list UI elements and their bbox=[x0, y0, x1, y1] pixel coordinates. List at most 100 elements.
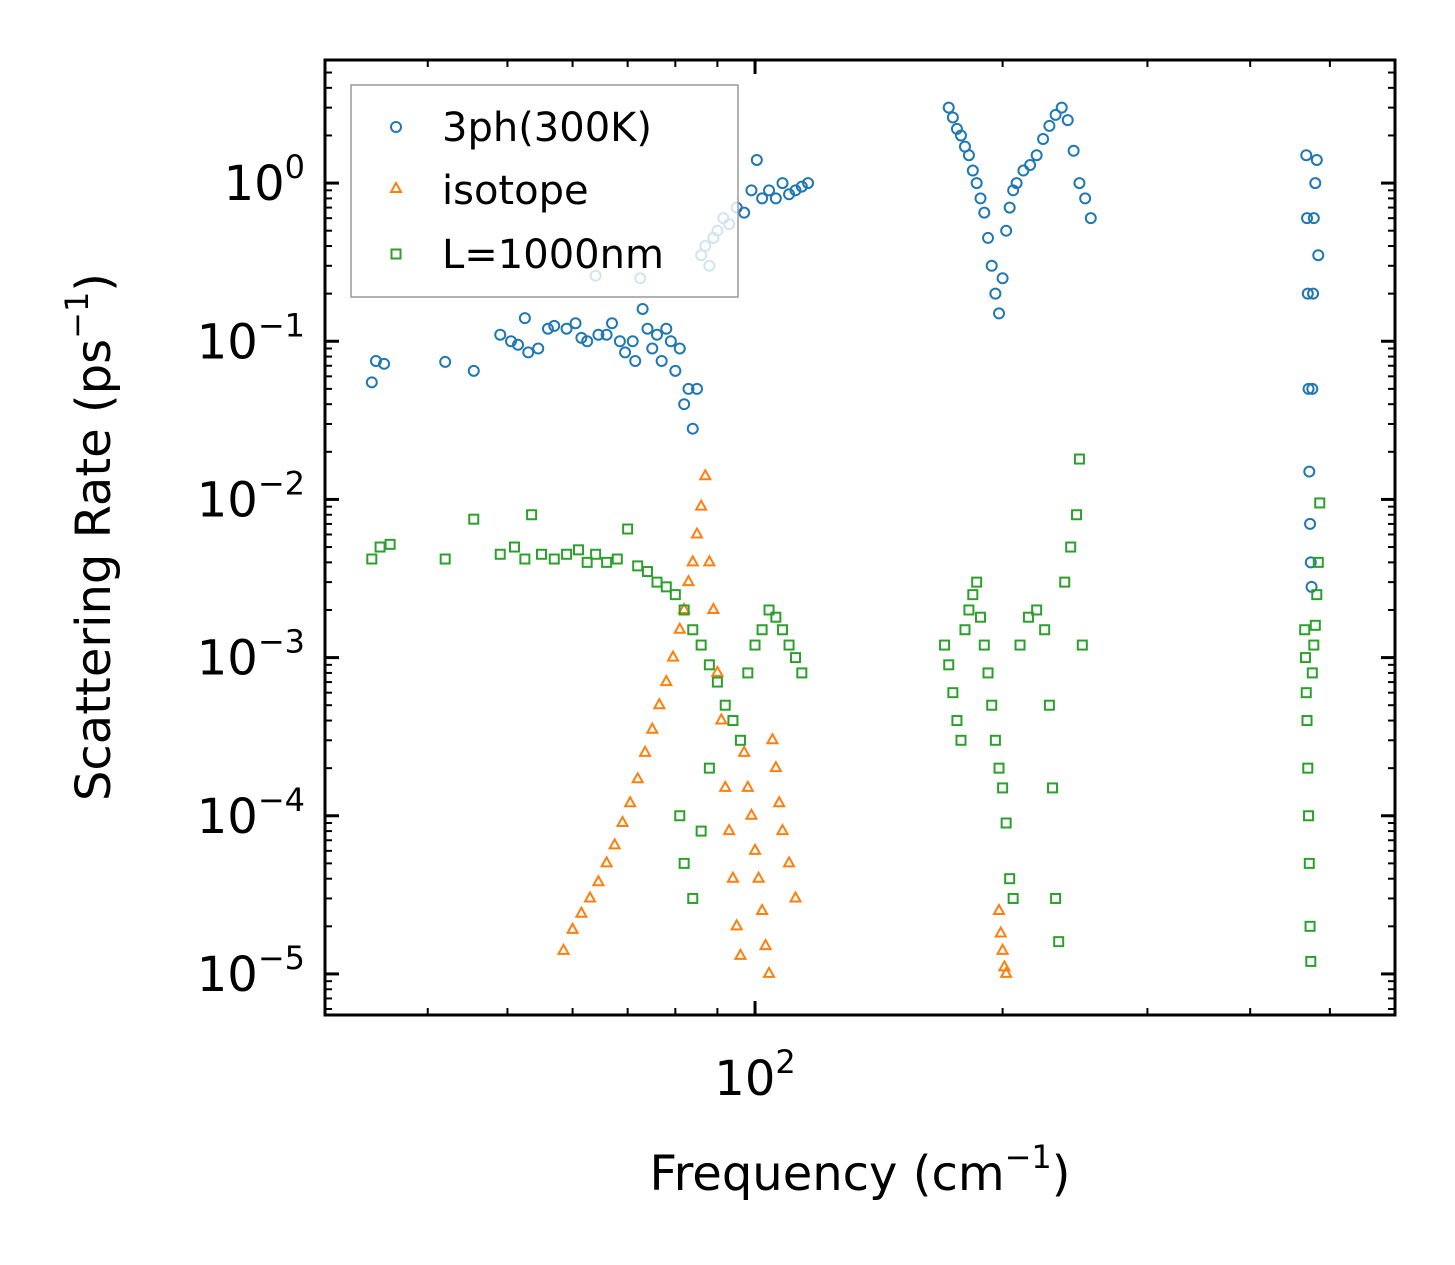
data-point bbox=[532, 342, 545, 355]
x-axis-label: Frequency (cm−1) bbox=[649, 1138, 1070, 1202]
data-point bbox=[1061, 114, 1074, 127]
data-point bbox=[548, 319, 561, 332]
data-point bbox=[1050, 892, 1062, 904]
data-point bbox=[942, 101, 955, 114]
data-point bbox=[1300, 687, 1312, 699]
data-point bbox=[645, 721, 659, 734]
data-point bbox=[605, 317, 618, 330]
data-point bbox=[682, 382, 695, 395]
data-point bbox=[569, 317, 582, 330]
data-point bbox=[607, 837, 622, 850]
data-point bbox=[638, 744, 652, 757]
data-point bbox=[1302, 382, 1315, 395]
data-point bbox=[802, 177, 815, 190]
data-point bbox=[788, 890, 803, 903]
data-point bbox=[711, 676, 723, 688]
data-point bbox=[1301, 715, 1313, 727]
data-point bbox=[755, 902, 769, 915]
data-point bbox=[997, 782, 1009, 794]
data-point bbox=[996, 272, 1009, 285]
data-point bbox=[1301, 287, 1314, 300]
data-point bbox=[374, 541, 386, 553]
data-point bbox=[1299, 624, 1311, 636]
data-point bbox=[982, 667, 994, 679]
data-point bbox=[939, 639, 951, 651]
series-1 bbox=[556, 468, 1013, 978]
data-point bbox=[494, 328, 507, 341]
y-tick-label: 10−3 bbox=[197, 623, 305, 687]
data-point bbox=[1306, 382, 1319, 395]
data-point bbox=[974, 192, 987, 205]
data-point bbox=[734, 734, 746, 746]
data-point bbox=[623, 795, 637, 808]
data-point bbox=[758, 938, 773, 951]
data-point bbox=[978, 639, 990, 651]
data-point bbox=[727, 715, 739, 727]
data-point bbox=[1073, 453, 1085, 465]
data-point bbox=[669, 589, 681, 601]
data-point bbox=[1308, 639, 1320, 651]
data-point bbox=[1010, 177, 1023, 190]
y-tick-label: 100 bbox=[224, 148, 305, 212]
data-point bbox=[494, 548, 506, 560]
y-tick-label: 10−5 bbox=[197, 939, 305, 1003]
data-point bbox=[369, 355, 382, 368]
data-point bbox=[1303, 857, 1315, 869]
data-point bbox=[690, 382, 703, 395]
data-point bbox=[742, 667, 754, 679]
data-point bbox=[678, 398, 691, 411]
data-point bbox=[365, 376, 378, 389]
data-point bbox=[695, 639, 707, 651]
data-point bbox=[678, 857, 690, 869]
data-point bbox=[581, 335, 594, 348]
data-point bbox=[970, 177, 983, 190]
data-point bbox=[726, 870, 740, 883]
data-point bbox=[687, 624, 699, 636]
data-point bbox=[1000, 224, 1013, 237]
data-point bbox=[765, 732, 780, 745]
data-point bbox=[1007, 184, 1020, 197]
tick-layer bbox=[324, 59, 1396, 1015]
data-point bbox=[756, 624, 768, 636]
data-point bbox=[1067, 144, 1080, 157]
data-point bbox=[1306, 667, 1318, 679]
data-point bbox=[985, 259, 998, 272]
data-point bbox=[384, 538, 396, 550]
data-point bbox=[1311, 589, 1323, 601]
data-point bbox=[750, 153, 763, 166]
data-point bbox=[518, 312, 531, 325]
data-point bbox=[512, 338, 525, 351]
data-point bbox=[1059, 576, 1071, 588]
data-point bbox=[748, 842, 762, 855]
data-point bbox=[1039, 624, 1051, 636]
data-point bbox=[1307, 287, 1320, 300]
plot-frame bbox=[323, 58, 1397, 1017]
data-point bbox=[741, 779, 755, 792]
data-point bbox=[673, 342, 686, 355]
data-point bbox=[1312, 249, 1325, 262]
data-point bbox=[599, 855, 614, 868]
data-point bbox=[687, 892, 699, 904]
series-layer bbox=[365, 101, 1326, 978]
data-point bbox=[769, 760, 783, 773]
data-point bbox=[714, 712, 729, 725]
data-point bbox=[655, 355, 668, 368]
data-point bbox=[992, 902, 1006, 915]
data-point bbox=[1303, 810, 1315, 822]
data-point bbox=[993, 762, 1005, 774]
data-point bbox=[982, 231, 995, 244]
data-point bbox=[975, 611, 987, 623]
data-point bbox=[989, 287, 1002, 300]
data-point bbox=[681, 574, 696, 587]
data-point bbox=[1309, 619, 1321, 631]
data-point bbox=[1031, 604, 1043, 616]
data-point bbox=[1047, 782, 1059, 794]
data-point bbox=[762, 965, 776, 978]
data-point bbox=[674, 810, 686, 822]
data-point bbox=[986, 699, 998, 711]
data-point bbox=[796, 667, 808, 679]
data-point bbox=[1043, 699, 1055, 711]
data-point bbox=[1065, 541, 1077, 553]
data-point bbox=[1003, 201, 1016, 214]
data-point bbox=[646, 342, 659, 355]
